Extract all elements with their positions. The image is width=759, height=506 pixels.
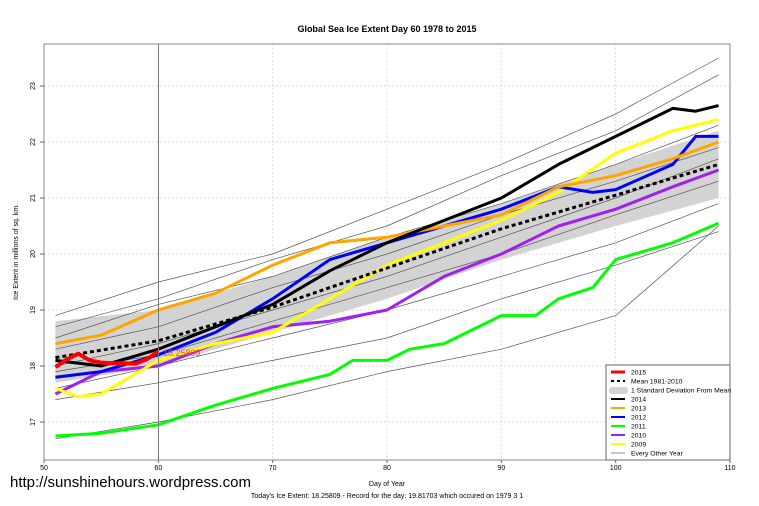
y-tick-label: 17 <box>30 418 37 426</box>
chart-title: Global Sea Ice Extent Day 60 1978 to 201… <box>297 24 476 34</box>
legend-label: 2015 <box>631 370 646 377</box>
legend-label: 2012 <box>631 415 646 422</box>
legend-box <box>605 364 731 461</box>
x-tick-label: 100 <box>610 465 622 472</box>
legend-swatch <box>609 387 628 394</box>
y-tick-label: 18 <box>30 362 37 370</box>
x-tick-label: 110 <box>724 465 735 472</box>
y-tick-label: 19 <box>30 306 37 314</box>
legend-label: 2014 <box>631 397 646 404</box>
series-line-2009 <box>54 118 719 399</box>
x-tick-label: 80 <box>383 465 391 472</box>
x-tick-label: 70 <box>269 465 277 472</box>
legend-label: 2011 <box>631 424 646 431</box>
x-tick-label: 50 <box>40 465 48 472</box>
x-axis-label: Day of Year <box>369 481 406 488</box>
watermark-url: http://sunshinehours.wordpress.com <box>10 474 251 491</box>
y-tick-label: 22 <box>30 138 37 146</box>
series-line-2015 <box>54 349 160 369</box>
axes: 50 60 70 80 90 100 110 17 18 19 20 21 22 23 <box>30 82 736 472</box>
y-tick-label: 20 <box>30 250 37 258</box>
y-tick-label: 23 <box>30 82 37 90</box>
legend: 2015 Mean 1981-2010 1 Standard Deviation F… <box>605 364 731 461</box>
legend-label: 2009 <box>631 442 646 449</box>
legend-label: 2013 <box>631 406 646 413</box>
legend-label: 1 Standard Deviation From Mean <box>631 388 731 395</box>
y-tick-label: 21 <box>30 194 37 202</box>
series-line-mean-1981-2010 <box>55 162 719 360</box>
series-line-2014 <box>55 104 719 368</box>
legend-label: Every Other Year <box>631 451 683 458</box>
series-line-2011 <box>55 221 720 438</box>
x-tick-label: 90 <box>497 465 505 472</box>
x-tick-label: 60 <box>154 465 162 472</box>
footer-text: Today's Ice Extent: 18.25809 - Record fo… <box>251 493 523 500</box>
legend-label: Mean 1981-2010 <box>631 379 683 386</box>
today-annotation: 18.25809 <box>163 348 201 358</box>
y-axis-label: Ice Extent in millions of sq. km. <box>13 204 20 300</box>
legend-label: 2010 <box>631 433 646 440</box>
